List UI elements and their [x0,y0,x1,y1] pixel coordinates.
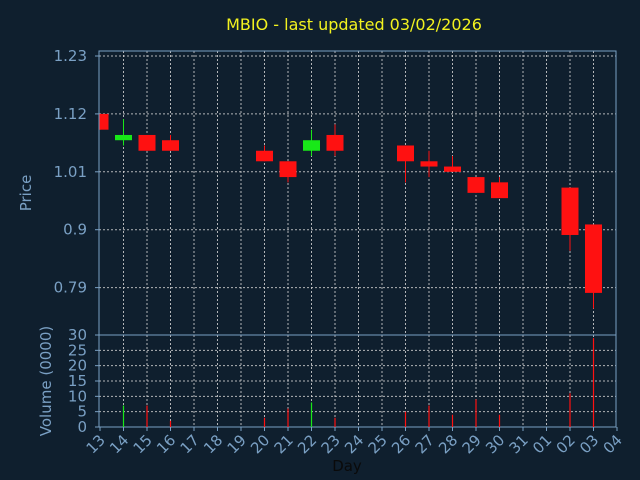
x-tick-label: 14 [106,431,132,457]
volume-y-tick-label: 5 [77,403,87,421]
volume-series [122,338,595,427]
x-tick-label: 28 [435,431,461,457]
x-tick-label: 02 [553,431,579,457]
x-tick-label: 01 [529,431,555,457]
candle-body-down [420,161,438,167]
volume-y-tick-label: 20 [68,357,87,375]
volume-axis-label: Volume (0000) [37,326,55,436]
x-tick-label: 15 [130,431,156,457]
candle-body-down [444,166,461,172]
x-tick-label: 25 [365,431,391,457]
x-axis-label: Day [332,457,362,475]
candle-body-up [115,134,132,141]
candle-body-down [279,161,297,178]
x-tick-label: 22 [294,431,320,457]
price-y-tick-label: 1.12 [54,105,87,123]
candle-body-down [326,134,344,151]
x-axis: 1314151617181920212223242526272829303101… [83,427,626,457]
x-tick-label: 26 [388,431,414,457]
x-tick-label: 24 [341,431,367,457]
volume-grid [99,335,616,427]
candle-body-down [100,113,109,130]
price-y-tick-label: 1.23 [54,47,87,65]
price-y-tick-label: 0.79 [54,279,87,297]
volume-y-tick-label: 25 [68,341,87,359]
x-tick-label: 19 [224,431,250,457]
x-tick-label: 23 [318,431,344,457]
price-grid [99,51,616,335]
x-tick-label: 03 [576,431,602,457]
x-tick-label: 16 [153,431,179,457]
volume-y-tick-label: 15 [68,372,87,390]
price-axis-label: Price [17,175,35,212]
price-y-tick-label: 1.01 [54,163,87,181]
volume-y-tick-label: 0 [77,418,87,436]
candle-body-down [162,140,179,151]
price-y-axis: 1.23 1.12 1.01 0.9 0.79 [54,47,99,297]
candle-body-down [491,182,508,199]
candle-body-down [397,145,414,162]
candle-body-down [467,177,485,193]
candle-body-down [256,150,273,162]
candle-body-down [138,134,156,151]
candle-body-up [303,140,320,151]
x-tick-label: 20 [247,431,273,457]
price-panel-frame [98,50,617,336]
x-tick-label: 17 [177,431,203,457]
volume-y-tick-label: 30 [68,326,87,344]
x-tick-label: 18 [200,431,226,457]
x-tick-label: 29 [459,431,485,457]
volume-y-tick-label: 10 [68,387,87,405]
x-tick-label: 30 [482,431,508,457]
candle-body-down [585,224,602,293]
x-tick-label: 27 [412,431,438,457]
chart-title: MBIO - last updated 03/02/2026 [226,15,482,34]
x-tick-label: 31 [506,431,532,457]
x-tick-label: 04 [600,431,626,457]
x-tick-label: 21 [271,431,297,457]
candlestick-series [99,113,602,309]
candle-body-down [561,187,579,235]
price-y-tick-label: 0.9 [63,221,87,239]
